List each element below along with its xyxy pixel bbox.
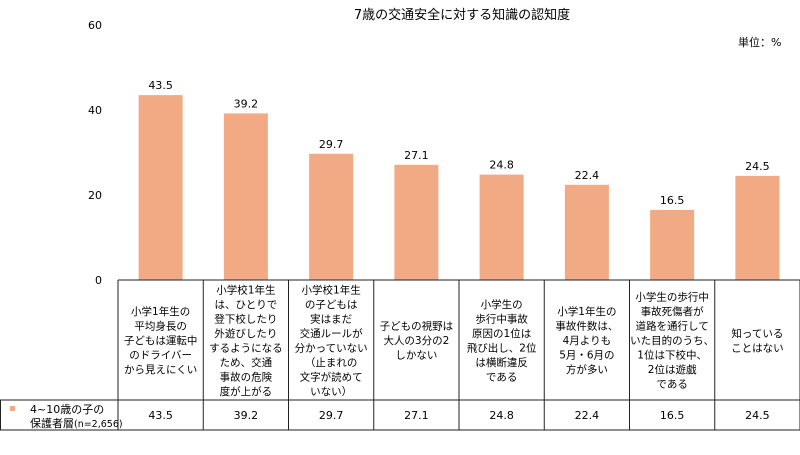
category-label-line: 道路を通行して [636, 320, 709, 333]
category-label-line: 2位は遊戯 [648, 363, 697, 376]
category-label-line: 文字が読めて [300, 370, 363, 383]
table-value: 24.8 [489, 409, 514, 422]
category-label-line: 知っている [731, 327, 783, 340]
series-name: 保護者層(n=2,656) [30, 416, 123, 430]
bar [223, 113, 268, 281]
bar-value-label: 43.5 [148, 79, 173, 92]
category-label-line: 小学生の [481, 298, 523, 311]
category-label-line: ため、交通 [220, 356, 273, 369]
category-label-line: 小学校1年生 [216, 283, 275, 296]
category-label-line: 大人の3分の2 [383, 334, 449, 347]
category-label-line: いた目的のうち、 [630, 334, 714, 347]
category-label-line: 度が上がる [220, 385, 273, 398]
category-label-line: は横断違反 [475, 356, 528, 369]
bar-value-label: 39.2 [234, 97, 259, 110]
bar [394, 164, 439, 280]
category-label-line: 原因の1位は [472, 327, 531, 340]
category-label-line: から見えにくい [124, 364, 197, 376]
table-value: 16.5 [660, 409, 685, 422]
bar [479, 174, 524, 280]
table-value: 22.4 [575, 409, 600, 422]
category-label-line: 事故件数は、 [555, 320, 618, 333]
bar [735, 175, 780, 280]
series-sample-size: (n=2,656) [74, 419, 123, 430]
category-label-line: 1位は下校中、 [637, 349, 707, 362]
bar-value-label: 16.5 [660, 194, 685, 207]
bar [650, 209, 695, 280]
bar-value-label: 24.5 [745, 160, 770, 173]
unit-label: 単位：% [738, 35, 781, 49]
bar-value-label: 22.4 [575, 169, 600, 182]
category-label: 小学1年生の平均身長の子どもは運転中のドライバーから見えにくい [124, 305, 198, 376]
category-label: 小学1年生の事故件数は、 4月よりも 5月・6月の方が多い [555, 305, 618, 376]
category-label-line: 小学校1年生 [302, 283, 361, 296]
y-tick-label: 40 [88, 104, 102, 117]
series-name: 4~10歳の子の [30, 403, 104, 416]
y-tick-label: 20 [88, 189, 102, 202]
bar-value-label: 24.8 [489, 159, 514, 172]
category-label-line: 歩行中事故 [475, 312, 528, 325]
category-label: 小学生の歩行中事故原因の1位は飛び出し、2位は横断違反である [467, 298, 537, 384]
category-label-line: 平均身長の [134, 320, 187, 333]
table-value: 39.2 [234, 409, 259, 422]
category-label-line: 小学1年生の [557, 305, 616, 318]
bars: 43.5 39.2 29.7 27.1 24.8 22.4 16.5 24.5 [138, 79, 780, 281]
category-label-line: 交通ルールが [300, 327, 363, 340]
category-label-line: 小学1年生の [131, 305, 190, 318]
category-label-line: 分かっていない [295, 342, 368, 354]
category-label-line: は、ひとりで [215, 299, 278, 311]
category-label-line: 事故死傷者が [641, 305, 704, 318]
category-label: 子どもの視野は大人の3分の2 しかない [380, 320, 454, 362]
category-label-line: （止まれの [305, 357, 358, 369]
category-label: 小学校1年生は、ひとりで登下校したり外遊びしたりするようになるため、交通事故の危… [209, 283, 283, 398]
category-label-line: しかない [395, 350, 437, 362]
y-tick-label: 60 [88, 19, 102, 32]
table-value: 29.7 [319, 409, 344, 422]
category-label-line: の子どもは [305, 299, 358, 311]
series-name-line: 保護者層 [30, 416, 74, 430]
table-value: 27.1 [404, 409, 429, 422]
category-label-line: いない） [310, 386, 352, 398]
category-label-line: である [656, 379, 687, 391]
axes: 0 20 40 60 [88, 19, 102, 287]
category-label-line: 小学生の歩行中 [635, 291, 709, 304]
bar-value-label: 29.7 [319, 138, 344, 151]
table-value: 24.5 [745, 409, 770, 422]
category-label-line: ことはない [731, 342, 784, 354]
category-label-line: 事故の危険 [220, 370, 273, 383]
category-label-line: 4月よりも [563, 335, 611, 347]
category-label-line: 子どもは運転中 [124, 334, 198, 347]
category-label: 知っていることはない [731, 327, 784, 355]
chart-title: 7歳の交通安全に対する知識の認知度 [354, 7, 570, 23]
category-label-line: 子どもの視野は [380, 320, 454, 333]
bar-value-label: 27.1 [404, 149, 429, 162]
category-label-line: 登下校したり [214, 312, 277, 325]
category-label-line: するようになる [209, 342, 283, 354]
category-label-line: のドライバー [129, 350, 192, 362]
category-label-line: 5月・6月の [559, 350, 614, 362]
category-label: 小学生の歩行中事故死傷者が道路を通行していた目的のうち、 1位は下校中、 2位は遊戯… [630, 291, 714, 391]
bar [138, 95, 183, 280]
category-label: 小学校1年生の子どもは実はまだ交通ルールが分かっていない （止まれの文字が読めてい… [295, 283, 368, 398]
category-label-line: である [486, 371, 517, 383]
bar [564, 184, 609, 280]
y-tick-label: 0 [95, 274, 102, 287]
category-label-line: 実はまだ [310, 312, 352, 325]
category-label-line: 方が多い [566, 363, 608, 376]
data-table: 小学1年生の平均身長の子どもは運転中のドライバーから見えにくい小学校1年生は、ひ… [0, 279, 800, 431]
bar [309, 153, 354, 280]
legend-swatch [10, 406, 15, 411]
category-label-line: 飛び出し、2位 [467, 341, 537, 354]
category-label-line: 外遊びしたり [214, 327, 277, 340]
table-value: 43.5 [148, 409, 173, 422]
